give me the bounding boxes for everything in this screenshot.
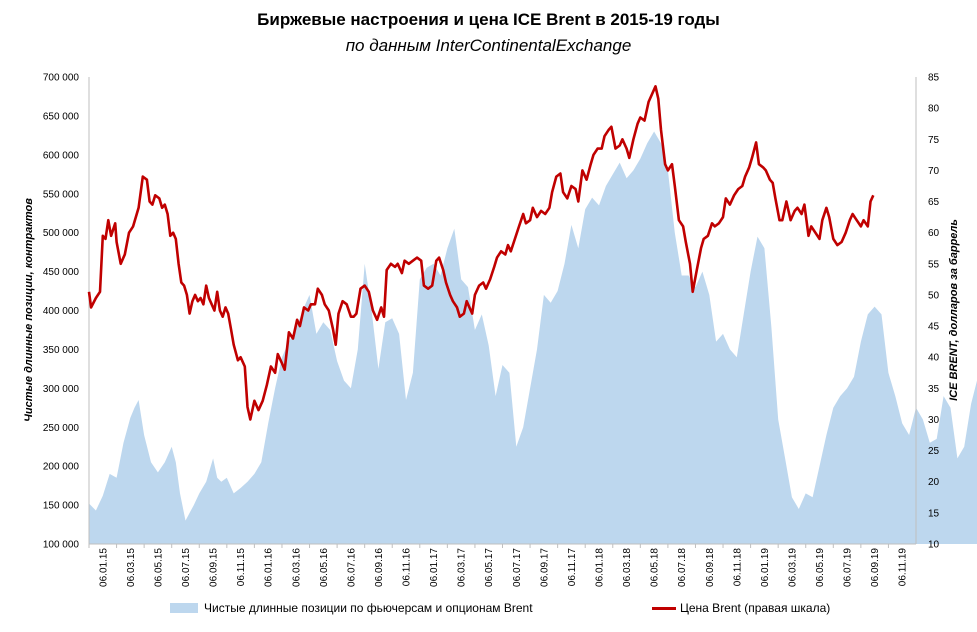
x-tick-label: 06.09.19 xyxy=(870,548,881,587)
y-tick-right-label: 60 xyxy=(928,228,940,239)
area-layer xyxy=(89,131,977,544)
y-tick-right-label: 65 xyxy=(928,197,940,208)
x-tick-label: 06.07.18 xyxy=(677,548,688,587)
y-tick-left-label: 300 000 xyxy=(43,384,80,395)
x-tick-label: 06.11.19 xyxy=(898,548,909,587)
y-tick-left-label: 450 000 xyxy=(43,267,80,278)
x-tick-label: 06.05.18 xyxy=(650,548,661,587)
y-tick-left-label: 600 000 xyxy=(43,150,80,161)
legend-label-brent: Цена Brent (правая шкала) xyxy=(680,601,831,615)
legend-item-brent: Цена Brent (правая шкала) xyxy=(652,601,830,615)
x-tick-label: 06.07.19 xyxy=(843,548,854,587)
x-tick-label: 06.07.16 xyxy=(346,548,357,587)
y-tick-left-label: 500 000 xyxy=(43,228,80,239)
chart-subtitle: по данным InterContinentalExchange xyxy=(345,36,632,55)
legend-swatch-area xyxy=(170,603,198,613)
y-tick-right-label: 55 xyxy=(928,259,940,270)
y-tick-left-label: 250 000 xyxy=(43,423,80,434)
series-net-long-area xyxy=(89,131,977,544)
x-tick-label: 06.01.15 xyxy=(98,548,109,587)
x-tick-label: 06.03.17 xyxy=(457,548,468,587)
x-tick-label: 06.05.17 xyxy=(484,548,495,587)
x-tick-label: 06.09.16 xyxy=(374,548,385,587)
y-tick-left-label: 650 000 xyxy=(43,111,80,122)
x-tick-label: 06.09.15 xyxy=(209,548,220,587)
y-tick-right-label: 75 xyxy=(928,135,940,146)
y-tick-left-label: 400 000 xyxy=(43,306,80,317)
x-tick-label: 06.03.18 xyxy=(622,548,633,587)
x-tick-label: 06.11.16 xyxy=(402,548,413,587)
y-tick-right-label: 30 xyxy=(928,415,940,426)
x-tick-label: 06.07.15 xyxy=(181,548,192,587)
y-tick-left-label: 700 000 xyxy=(43,73,80,84)
x-tick-label: 06.03.15 xyxy=(126,548,137,587)
x-tick-label: 06.03.16 xyxy=(291,548,302,587)
y-axis-label-left: Чистые длинные позиции, контрактов xyxy=(23,198,35,422)
chart-title: Биржевые настроения и цена ICE Brent в 2… xyxy=(257,10,720,29)
x-tick-label: 06.05.19 xyxy=(815,548,826,587)
x-tick-label: 06.09.18 xyxy=(705,548,716,587)
x-tick-label: 06.01.18 xyxy=(595,548,606,587)
y-tick-right-label: 10 xyxy=(928,540,940,551)
y-tick-left-label: 150 000 xyxy=(43,501,80,512)
line-layer xyxy=(87,85,875,421)
x-tick-label: 06.05.15 xyxy=(153,548,164,587)
y-tick-right-label: 85 xyxy=(928,73,940,84)
y-tick-right-label: 25 xyxy=(928,446,940,457)
x-tick-label: 06.11.15 xyxy=(236,548,247,587)
x-tick-label: 06.11.18 xyxy=(732,548,743,587)
x-tick-label: 06.01.19 xyxy=(760,548,771,587)
y-tick-left-label: 200 000 xyxy=(43,462,80,473)
legend-label-net-long: Чистые длинные позиции по фьючерсам и оп… xyxy=(204,601,533,615)
y-tick-right-label: 15 xyxy=(928,508,940,519)
y-tick-right-label: 50 xyxy=(928,290,940,301)
y-tick-right-label: 40 xyxy=(928,353,940,364)
y-tick-left-label: 100 000 xyxy=(43,540,80,551)
y-tick-right-label: 35 xyxy=(928,384,940,395)
legend-swatch-line xyxy=(652,606,676,610)
x-tick-label: 06.01.17 xyxy=(429,548,440,587)
y-tick-right-label: 45 xyxy=(928,322,940,333)
ticks-layer: 100 000 150 000 200 000 250 000 300 000 350 0… xyxy=(43,73,940,587)
y-tick-left-label: 350 000 xyxy=(43,345,80,356)
x-tick-label: 06.05.16 xyxy=(319,548,330,587)
y-tick-right-label: 80 xyxy=(928,104,940,115)
y-tick-right-label: 20 xyxy=(928,477,940,488)
y-axis-label-right: ICE BRENT, долларов за баррель xyxy=(948,219,960,401)
x-tick-label: 06.07.17 xyxy=(512,548,523,587)
series-brent-line xyxy=(87,85,875,421)
x-tick-label: 06.03.19 xyxy=(787,548,798,587)
x-tick-label: 06.11.17 xyxy=(567,548,578,587)
y-tick-right-label: 70 xyxy=(928,166,940,177)
x-tick-label: 06.09.17 xyxy=(539,548,550,587)
y-tick-left-label: 550 000 xyxy=(43,189,80,200)
x-tick-label: 06.01.16 xyxy=(264,548,275,587)
legend-item-net-long: Чистые длинные позиции по фьючерсам и оп… xyxy=(170,601,533,615)
